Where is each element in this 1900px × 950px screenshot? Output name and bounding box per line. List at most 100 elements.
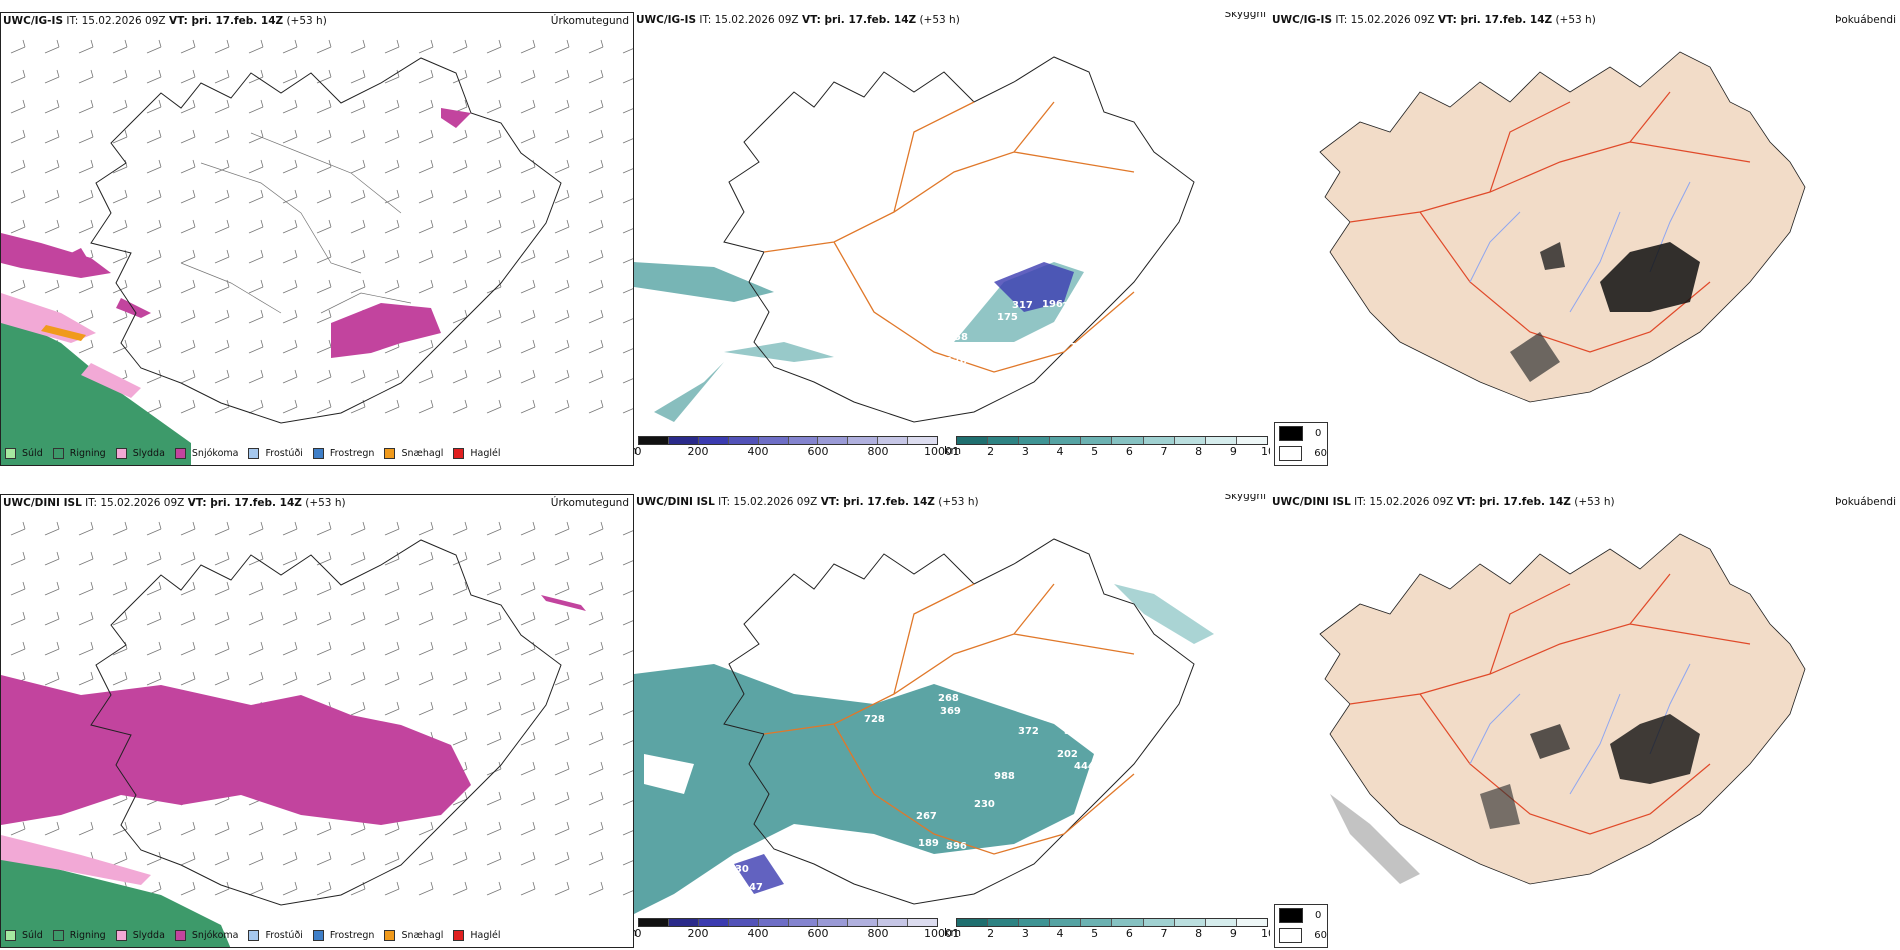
colorbar-segment: [639, 437, 669, 444]
wind-barb-icon: [384, 671, 400, 686]
wind-barb-icon: [486, 881, 502, 896]
wind-barb-icon: [452, 339, 468, 354]
fog-key-row: 0: [1275, 423, 1327, 443]
visibility-value-label: 369: [940, 706, 961, 717]
wind-barb-icon: [418, 551, 434, 566]
wind-barb-icon: [622, 258, 633, 264]
visibility-panel-row1: UWC/IG-IS IT: 15.02.2026 09Z VT: þri. 17…: [634, 12, 1270, 466]
wind-barb-icon: [520, 399, 536, 414]
wind-barb-icon: [146, 851, 162, 866]
wind-barb-icon: [146, 189, 162, 204]
visibility-value-label: 486: [1044, 714, 1065, 725]
wind-barb-icon: [384, 99, 400, 114]
wind-barb-icon: [418, 189, 434, 204]
wind-barb-icon: [384, 821, 400, 836]
wind-barb-icon: [486, 551, 502, 566]
coastline: [90, 539, 562, 906]
colorbar-tick-label: 10: [1261, 445, 1270, 458]
wind-barb-icon: [248, 219, 264, 234]
wind-barb-icon: [554, 671, 570, 686]
wind-barb-icon: [10, 159, 26, 174]
wind-barb-icon: [112, 279, 128, 294]
wind-barb-icon: [486, 521, 502, 536]
legend-label: Haglél: [470, 930, 501, 941]
visibility-value-label: 88: [954, 259, 968, 270]
wind-barb-icon: [248, 821, 264, 836]
snow-region-small: [541, 595, 586, 611]
wind-barb-icon: [112, 821, 128, 836]
ceiling-colorbar-bar: [638, 436, 938, 445]
wind-barb-icon: [180, 189, 196, 204]
wind-barb-icon: [112, 99, 128, 114]
wind-barb-icon: [554, 69, 570, 84]
wind-barb-icon: [112, 581, 128, 596]
wind-barb-icon: [588, 701, 604, 716]
sleet-band-2: [81, 363, 141, 398]
wind-barb-icon: [452, 791, 468, 806]
coastline: [90, 57, 562, 424]
wind-barb-icon: [554, 641, 570, 656]
wind-barb-icon: [214, 99, 230, 114]
wind-barb-icon: [350, 881, 366, 896]
wind-barb-icon: [180, 159, 196, 174]
wind-barb-icon: [44, 581, 60, 596]
wind-barb-icon: [316, 339, 332, 354]
wind-barb-icon: [350, 671, 366, 686]
wind-barb-icon: [248, 641, 264, 656]
wind-barb-icon: [248, 671, 264, 686]
visibility-value-label: 135: [1038, 689, 1059, 700]
wind-barb-icon: [146, 821, 162, 836]
wind-barb-icon: [316, 39, 332, 54]
wind-barb-icon: [112, 129, 128, 144]
wind-barb-icon: [520, 641, 536, 656]
wind-barb-icon: [44, 159, 60, 174]
wind-barb-icon: [44, 671, 60, 686]
wind-barb-icon: [10, 551, 26, 566]
wind-barb-icon: [486, 399, 502, 414]
wind-barb-icon: [316, 369, 332, 384]
precip-title: Úrkomutegund: [550, 497, 629, 509]
wind-barb-icon: [282, 551, 298, 566]
colorbar-segment: [1050, 437, 1082, 444]
wind-barb-icon: [622, 108, 633, 114]
colorbar-tick-label: 1: [952, 445, 960, 458]
colorbar-tick-label: 10: [1261, 927, 1270, 940]
wind-barb-icon: [588, 791, 604, 806]
fog-key-swatch: [1279, 907, 1303, 923]
wind-barb-icon: [588, 761, 604, 776]
wind-barb-icon: [554, 369, 570, 384]
wind-barb-icon: [214, 521, 230, 536]
wind-barb-icon: [418, 399, 434, 414]
colorbar-tick-label: 7: [1160, 445, 1168, 458]
wind-barb-icon: [452, 369, 468, 384]
inland-contours: [180, 132, 412, 314]
lead-time: (+53 h): [1552, 14, 1596, 26]
legend-label: Frostúði: [265, 448, 303, 459]
wind-barb-icon: [214, 851, 230, 866]
colorbar-tick-label: 8: [1195, 445, 1203, 458]
wind-barb-icon: [78, 551, 94, 566]
precip-title: Úrkomutegund: [550, 15, 629, 27]
legend-swatch: [384, 930, 396, 941]
wind-barb-icon: [350, 219, 366, 234]
wind-barb-icon: [452, 731, 468, 746]
wind-barb-icon: [554, 731, 570, 746]
wind-barb-icon: [554, 881, 570, 896]
panel-header: UWC/IG-IS IT: 15.02.2026 09Z VT: þri. 17…: [1272, 14, 1596, 26]
wind-barb-icon: [44, 69, 60, 84]
wind-barb-icon: [350, 399, 366, 414]
colorbar-segment: [728, 437, 759, 444]
colorbar-tick-label: 4: [1056, 445, 1064, 458]
wind-barb-icon: [282, 399, 298, 414]
wind-barb-icon: [588, 99, 604, 114]
legend-label: Snæhagl: [401, 448, 444, 459]
wind-barb-icon: [486, 159, 502, 174]
wind-barb-icon: [384, 399, 400, 414]
wind-barb-icon: [520, 611, 536, 626]
wind-barb-icon: [622, 48, 633, 54]
wind-barb-icon: [520, 851, 536, 866]
init-time: IT: 15.02.2026 09Z: [63, 15, 169, 27]
wind-barb-icon: [214, 309, 230, 324]
wind-barb-icon: [248, 249, 264, 264]
wind-barb-icon: [248, 69, 264, 84]
